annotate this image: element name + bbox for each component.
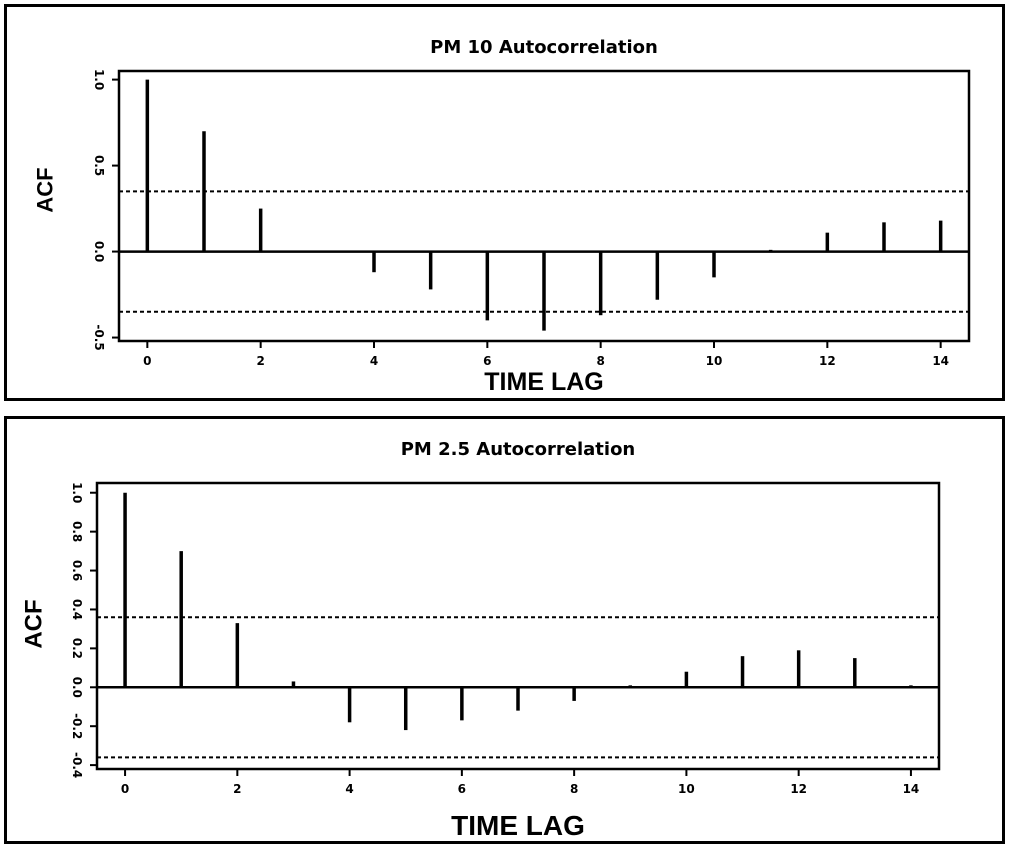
x-tick-label: 4 [345, 782, 353, 796]
y-tick-label: 0.8 [70, 521, 84, 542]
plot-frame [117, 69, 971, 343]
plot-frame [95, 481, 941, 771]
x-tick-label: 8 [570, 782, 578, 796]
x-axis-label: TIME LAG [484, 368, 603, 396]
y-tick-label: -0.5 [92, 324, 106, 350]
y-tick-label: 0.0 [70, 677, 84, 698]
chart-title: PM 10 Autocorrelation [430, 37, 658, 58]
x-tick-label: 12 [790, 782, 807, 796]
y-tick-label: 1.0 [70, 482, 84, 503]
y-axis-label: ACF [33, 167, 58, 212]
y-tick-label: -0.2 [70, 713, 84, 739]
x-tick-label: 10 [678, 782, 695, 796]
x-tick-label: 4 [370, 354, 378, 368]
x-tick-label: 6 [458, 782, 466, 796]
x-tick-label: 8 [596, 354, 604, 368]
y-tick-label: 0.2 [70, 638, 84, 659]
x-tick-label: 2 [256, 354, 264, 368]
pm10-acf-chart: PM 10 Autocorrelation -0.5 0.0 0.5 1.0 0 2 4 6 8 1… [33, 37, 971, 396]
pm25-chart-panel: PM 2.5 Autocorrelation -0.4 -0.2 0.0 0.2 0.4 0… [4, 416, 1005, 844]
x-tick-label: 14 [903, 782, 920, 796]
x-tick-label: 0 [121, 782, 129, 796]
y-tick-label: 0.5 [92, 155, 106, 176]
y-tick-label: 0.0 [92, 241, 106, 262]
chart-title: PM 2.5 Autocorrelation [401, 439, 636, 460]
x-tick-label: 2 [233, 782, 241, 796]
x-axis-label: TIME LAG [451, 810, 585, 841]
x-tick-label: 14 [932, 354, 949, 368]
x-tick-label: 6 [483, 354, 491, 368]
x-tick-label: 10 [706, 354, 723, 368]
y-tick-label: 1.0 [92, 69, 106, 90]
y-axis-label: ACF [21, 599, 48, 648]
pm10-chart-panel: PM 10 Autocorrelation -0.5 0.0 0.5 1.0 0 2 4 6 8 1… [4, 4, 1005, 401]
y-tick-label: 0.6 [70, 560, 84, 581]
pm25-acf-chart: PM 2.5 Autocorrelation -0.4 -0.2 0.0 0.2 0.4 0… [21, 439, 941, 841]
x-tick-label: 12 [819, 354, 836, 368]
y-tick-label: -0.4 [70, 752, 84, 778]
y-tick-label: 0.4 [70, 599, 84, 620]
x-tick-label: 0 [143, 354, 151, 368]
